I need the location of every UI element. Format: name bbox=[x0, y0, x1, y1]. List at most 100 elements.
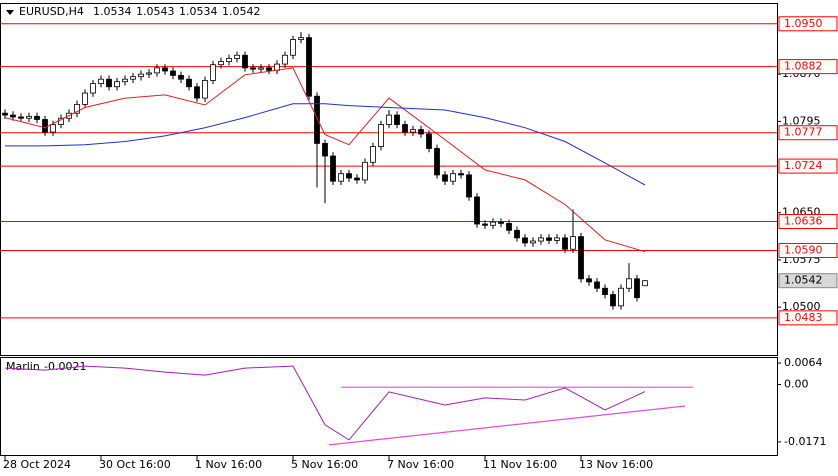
candle-body bbox=[42, 119, 48, 133]
candle-body bbox=[282, 54, 288, 65]
candle-body bbox=[570, 236, 576, 250]
candle-body bbox=[562, 237, 568, 250]
level-label: 1.0636 bbox=[784, 215, 823, 228]
level-label: 1.0483 bbox=[784, 311, 823, 324]
candle-body bbox=[378, 124, 384, 147]
candle-body bbox=[194, 86, 200, 99]
level-label-box bbox=[778, 214, 838, 230]
main-frame bbox=[0, 3, 778, 356]
candle-body bbox=[586, 278, 592, 283]
candle-body bbox=[370, 146, 376, 163]
candle-body bbox=[322, 143, 328, 157]
candle-body bbox=[306, 37, 312, 97]
candle-body bbox=[98, 78, 104, 85]
candle-body bbox=[258, 67, 264, 70]
level-label-box bbox=[778, 310, 838, 326]
menu-arrow bbox=[6, 10, 14, 15]
candle-body bbox=[546, 237, 552, 241]
y-tick-label: 0.00 bbox=[784, 378, 809, 391]
indicator-value: -0.0021 bbox=[44, 360, 86, 373]
header-open: 1.0534 bbox=[93, 5, 132, 18]
candle-body bbox=[330, 155, 336, 182]
candle-body bbox=[490, 221, 496, 226]
level-label-box bbox=[778, 59, 838, 75]
candle-body bbox=[538, 237, 544, 242]
candle-body bbox=[522, 237, 528, 244]
y-tick-label: 1.0500 bbox=[782, 300, 821, 313]
level-label: 1.0777 bbox=[784, 126, 823, 139]
x-tick-label: 13 Nov 16:00 bbox=[579, 458, 653, 471]
price-label: 1.0542 bbox=[784, 274, 823, 287]
candle-body bbox=[426, 133, 432, 149]
candle-body bbox=[154, 67, 160, 74]
moving-average bbox=[4, 67, 646, 253]
indicator-line bbox=[4, 365, 646, 441]
candle-body bbox=[602, 287, 608, 295]
candle-body bbox=[610, 294, 616, 307]
candle-body bbox=[290, 39, 296, 56]
candle-body bbox=[506, 222, 512, 231]
x-tick-label: 1 Nov 16:00 bbox=[195, 458, 262, 471]
candle-body bbox=[338, 173, 344, 182]
y-tick-label: 1.0795 bbox=[782, 114, 821, 127]
candle-body bbox=[90, 83, 96, 94]
x-tick-label: 5 Nov 16:00 bbox=[291, 458, 358, 471]
indicator-title: Marlin bbox=[6, 360, 40, 373]
candle-body bbox=[514, 229, 520, 239]
candle-body bbox=[642, 280, 648, 287]
candle-body bbox=[626, 278, 632, 289]
candle-body bbox=[634, 278, 640, 299]
header-high: 1.0543 bbox=[136, 5, 175, 18]
symbol-title: EURUSD,H4 bbox=[19, 5, 84, 18]
level-label: 1.0882 bbox=[784, 60, 823, 73]
level-label: 1.0724 bbox=[784, 159, 823, 172]
y-tick-label: -0.0171 bbox=[784, 435, 826, 448]
candle-body bbox=[274, 63, 280, 71]
candle-body bbox=[434, 148, 440, 176]
level-label: 1.0590 bbox=[784, 243, 823, 256]
candle-body bbox=[394, 114, 400, 125]
y-tick-label: 0.0064 bbox=[784, 356, 823, 369]
candle-body bbox=[594, 281, 600, 289]
candle-body bbox=[146, 72, 152, 75]
candle-body bbox=[458, 173, 464, 176]
trendline bbox=[328, 405, 686, 446]
candle-body bbox=[442, 174, 448, 182]
price-label-box bbox=[778, 273, 838, 289]
candle-body bbox=[202, 80, 208, 99]
x-tick-label: 11 Nov 16:00 bbox=[483, 458, 557, 471]
candle-body bbox=[298, 37, 304, 40]
candle-body bbox=[210, 64, 216, 81]
candle-body bbox=[410, 129, 416, 133]
candle-body bbox=[186, 78, 192, 88]
candle-body bbox=[266, 67, 272, 71]
candle-body bbox=[498, 221, 504, 224]
candle-body bbox=[130, 76, 136, 80]
candle-body bbox=[354, 177, 360, 181]
candle-body bbox=[418, 129, 424, 135]
level-label-box bbox=[778, 16, 838, 32]
level-label: 1.0950 bbox=[784, 17, 823, 30]
level-label-box bbox=[778, 158, 838, 174]
candle-body bbox=[530, 240, 536, 244]
candle-body bbox=[362, 161, 368, 181]
candle-body bbox=[2, 112, 8, 116]
level-label-box bbox=[778, 242, 838, 258]
candle-body bbox=[122, 78, 128, 83]
candle-body bbox=[578, 236, 584, 280]
candle-body bbox=[170, 70, 176, 76]
candle-body bbox=[82, 92, 88, 105]
candle-body bbox=[314, 95, 320, 144]
candle-body bbox=[18, 116, 24, 119]
candle-body bbox=[50, 124, 56, 133]
candle-body bbox=[10, 114, 16, 118]
candle-body bbox=[250, 67, 256, 70]
candle-body bbox=[386, 114, 392, 125]
candle-body bbox=[106, 78, 112, 88]
candle-body bbox=[474, 196, 480, 225]
candle-body bbox=[114, 81, 120, 88]
level-label-box bbox=[778, 125, 838, 141]
x-tick-label: 30 Oct 16:00 bbox=[99, 458, 171, 471]
